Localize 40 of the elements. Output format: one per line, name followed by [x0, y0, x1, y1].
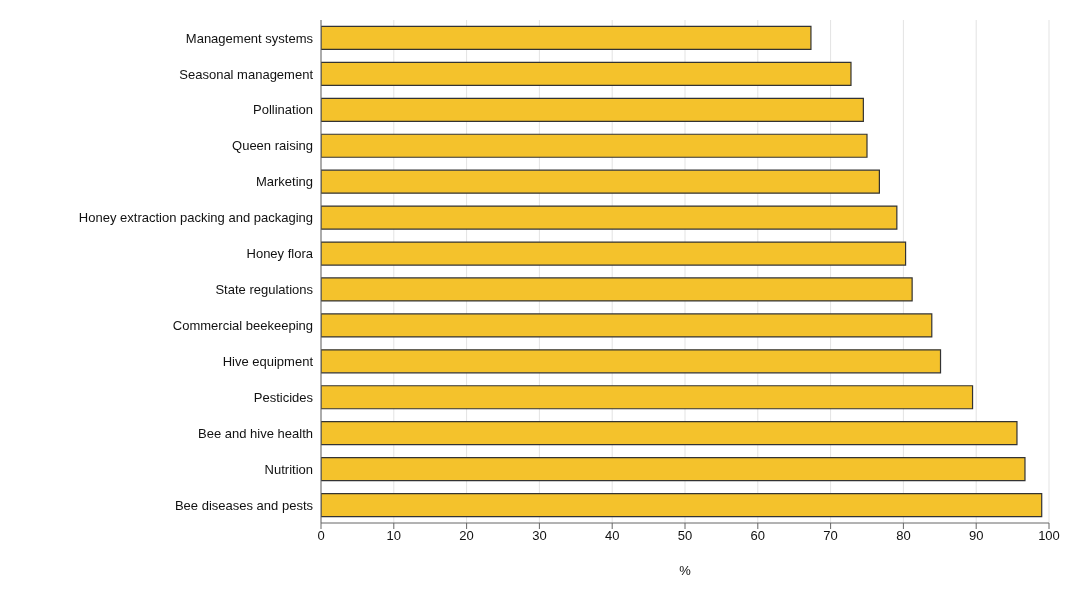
bar [321, 97, 864, 122]
bar [321, 313, 933, 338]
bar [321, 421, 1018, 446]
y-tick-label: Nutrition [264, 461, 313, 477]
bar [321, 385, 974, 410]
x-tick-label: 40 [604, 528, 620, 544]
bar [321, 241, 907, 266]
y-tick-label: Management systems [185, 30, 314, 46]
bar [321, 169, 880, 194]
y-tick-label: Pollination [253, 102, 313, 118]
y-tick-label: Queen raising [232, 138, 313, 154]
x-tick-label: 10 [386, 528, 402, 544]
x-tick-label: 50 [677, 528, 693, 544]
y-tick-label: Seasonal management [179, 66, 314, 82]
y-tick-label: State regulations [215, 282, 314, 298]
bar [321, 205, 898, 230]
x-tick-label: 0 [317, 528, 325, 544]
x-tick-label: 80 [896, 528, 911, 544]
bar [321, 61, 852, 86]
y-tick-label: Honey flora [246, 246, 314, 262]
y-tick-label: Hive equipment [222, 353, 314, 369]
bar [321, 25, 812, 51]
bar [321, 277, 913, 302]
x-tick-label: 70 [823, 528, 838, 544]
x-tick-label: 20 [459, 528, 474, 544]
x-tick-label: 90 [968, 528, 984, 544]
x-tick-label: 60 [750, 528, 766, 544]
x-tick-label: 30 [532, 528, 547, 544]
y-tick-label: Commercial beekeeping [172, 318, 313, 334]
y-tick-label: Bee and hive health [198, 425, 313, 441]
bar [321, 133, 868, 158]
x-axis-title: % [679, 563, 692, 578]
bar [321, 492, 1043, 518]
y-tick-label: Bee diseases and pests [174, 497, 314, 513]
y-tick-label: Pesticides [253, 389, 314, 405]
y-tick-label: Honey extraction packing and packaging [78, 210, 313, 226]
bar [321, 349, 942, 374]
y-tick-label: Marketing [255, 174, 313, 190]
bar [321, 457, 1026, 482]
x-tick-label: 100 [1038, 528, 1060, 544]
